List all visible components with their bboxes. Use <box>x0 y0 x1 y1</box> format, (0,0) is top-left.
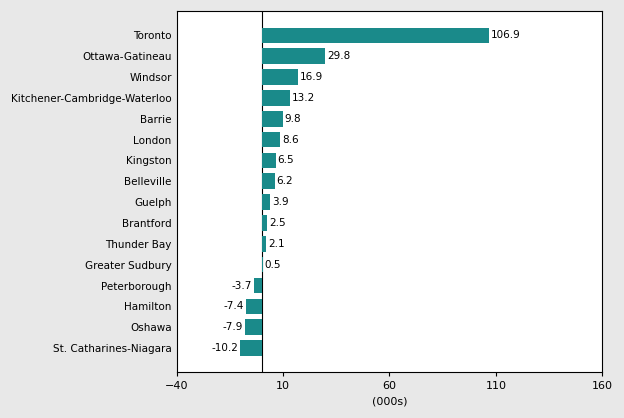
Bar <box>261 236 266 252</box>
Text: 8.6: 8.6 <box>282 135 298 145</box>
Bar <box>254 278 261 293</box>
Text: 2.5: 2.5 <box>269 218 285 228</box>
Bar <box>245 319 261 335</box>
Bar <box>261 194 270 210</box>
Bar <box>261 257 263 273</box>
Text: -10.2: -10.2 <box>212 343 238 353</box>
Bar <box>246 298 261 314</box>
Text: 13.2: 13.2 <box>291 93 315 103</box>
Text: 16.9: 16.9 <box>300 72 323 82</box>
Text: 2.1: 2.1 <box>268 239 285 249</box>
Bar <box>261 132 280 148</box>
Bar <box>261 111 283 127</box>
Text: 9.8: 9.8 <box>285 114 301 124</box>
Text: 106.9: 106.9 <box>491 31 521 41</box>
Text: 29.8: 29.8 <box>327 51 350 61</box>
Bar <box>261 153 276 168</box>
Bar <box>261 48 325 64</box>
Text: -3.7: -3.7 <box>232 280 252 291</box>
Text: 6.5: 6.5 <box>277 155 294 166</box>
Bar <box>261 69 298 85</box>
Bar <box>261 28 489 43</box>
Bar <box>261 173 275 189</box>
Text: 0.5: 0.5 <box>265 260 281 270</box>
Text: -7.9: -7.9 <box>223 322 243 332</box>
X-axis label: (000s): (000s) <box>372 397 407 407</box>
Bar <box>261 215 267 231</box>
Bar <box>261 90 290 106</box>
Text: 3.9: 3.9 <box>272 197 288 207</box>
Text: 6.2: 6.2 <box>276 176 293 186</box>
Bar <box>240 340 261 356</box>
Text: -7.4: -7.4 <box>224 301 245 311</box>
